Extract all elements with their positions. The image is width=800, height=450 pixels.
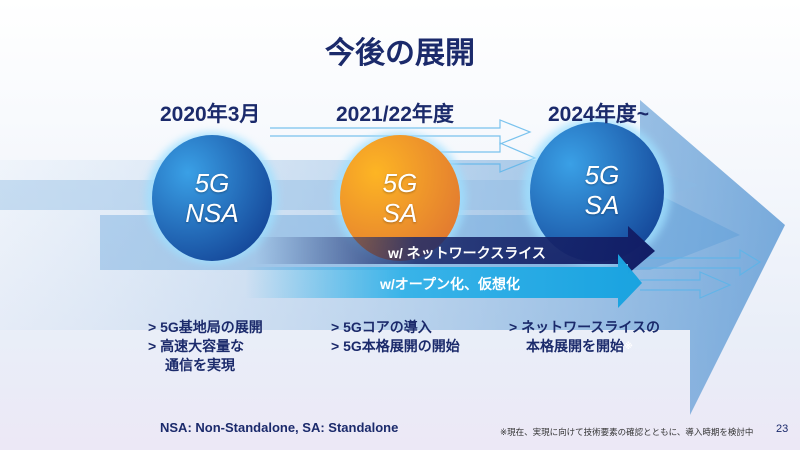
abbreviation-legend: NSA: Non-Standalone, SA: Standalone xyxy=(160,420,399,435)
milestone-date-2020: 2020年3月 xyxy=(160,103,261,126)
circle-label-sa-2024: 5G SA xyxy=(552,160,652,220)
bullet-item: > ネットワースライスの xyxy=(509,319,660,335)
open-virtual-label: w/オープン化、仮想化 xyxy=(380,276,520,292)
bullet-item: > 5Gコアの導入 xyxy=(331,319,432,335)
circle-5g-sa-2024 xyxy=(530,122,664,262)
circle-5g-sa-2021 xyxy=(340,135,460,261)
open-virtual-arrow xyxy=(245,254,642,308)
circle-line2: SA xyxy=(584,190,620,220)
bullet-item: > 5G基地局の展開 xyxy=(148,319,263,335)
page-number: 23 xyxy=(776,423,789,435)
bullets-2020: > 5G基地局の展開 > 高速大容量な 通信を実現 xyxy=(148,318,263,375)
footnote-mark: ※ xyxy=(624,341,633,351)
network-slice-arrow xyxy=(255,226,655,274)
bullet-item: > 5G本格展開の開始 xyxy=(331,338,460,354)
bullet-item: 通信を実現 xyxy=(165,357,235,373)
bullet-item: > 高速大容量な xyxy=(148,338,245,354)
circle-label-nsa: 5G NSA xyxy=(162,168,262,228)
circle-label-sa-2021: 5G SA xyxy=(350,168,450,228)
bullets-2021: > 5Gコアの導入 > 5G本格展開の開始 xyxy=(331,318,460,356)
circle-line2: SA xyxy=(382,198,418,228)
circle-5g-nsa xyxy=(152,135,272,261)
bullet-item: 本格展開を開始 xyxy=(526,338,624,354)
milestone-date-2021: 2021/22年度 xyxy=(336,103,454,126)
network-slice-label: w/ ネットワークスライス xyxy=(388,245,546,261)
circle-line1: 5G xyxy=(194,168,230,198)
footnote: ※現在、実現に向けて技術要素の確認とともに、導入時期を検討中 xyxy=(500,427,754,437)
circle-line1: 5G xyxy=(382,168,418,198)
circle-line1: 5G xyxy=(584,160,620,190)
milestone-date-2024: 2024年度~ xyxy=(548,103,649,126)
bullets-2024: > ネットワースライスの 本格展開を開始※ xyxy=(509,318,660,356)
circle-line2: NSA xyxy=(185,198,239,228)
page-title: 今後の展開 xyxy=(325,37,475,70)
